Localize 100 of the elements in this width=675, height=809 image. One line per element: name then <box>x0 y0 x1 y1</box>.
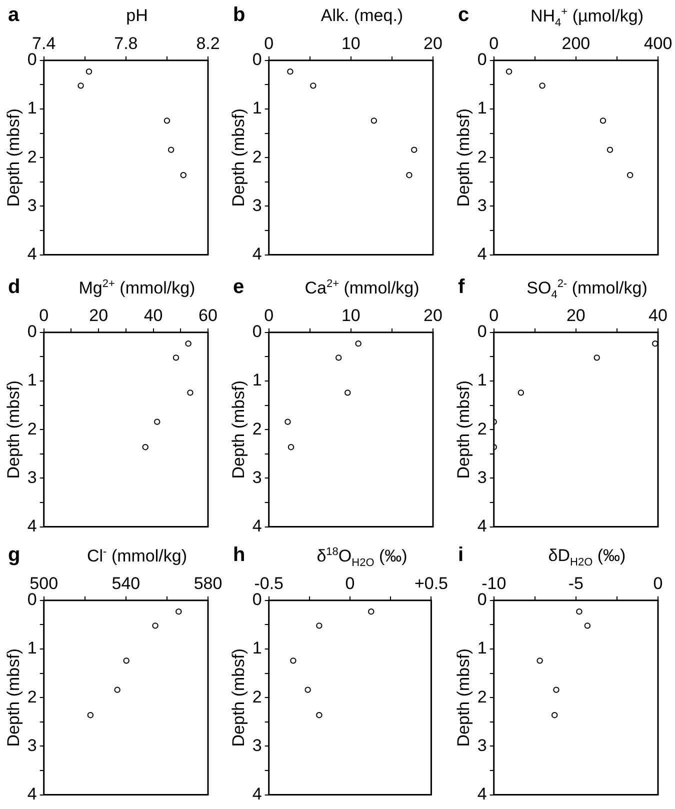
point <box>594 354 600 361</box>
y-tick-label: 4 <box>27 516 37 536</box>
point <box>406 172 412 178</box>
point <box>368 608 374 615</box>
x-axis-title: δ$^{18}$O$_{H2O}$ (‰) <box>316 546 408 570</box>
point <box>506 68 512 75</box>
y-tick-label: 4 <box>27 784 37 804</box>
x-tick-label: 0 <box>489 306 499 325</box>
x-tick-label: 7.4 <box>32 34 56 53</box>
x-tick-label: 400 <box>644 34 672 53</box>
x-tick-label: 0 <box>264 34 274 53</box>
x-tick-label: 60 <box>198 306 218 325</box>
y-tick-label: 0 <box>477 322 487 342</box>
y-axis-title: Depth (mbsf) <box>228 108 248 207</box>
point <box>154 418 160 425</box>
x-axis-title: NH$_{4}$$^{+}$ (µmol/kg) <box>529 6 645 30</box>
point <box>86 68 92 75</box>
x-tick-label: 500 <box>30 574 58 593</box>
chart-title: e <box>233 276 244 299</box>
point <box>310 82 316 89</box>
y-tick-label: 4 <box>477 244 487 264</box>
x-tick-label: 0 <box>489 34 499 53</box>
y-axis-title: Depth (mbsf) <box>454 380 473 479</box>
point <box>316 712 322 718</box>
x-axis-title: pH <box>125 6 149 26</box>
y-tick-label: 2 <box>252 147 262 166</box>
x-axis-title: Cl$^{-}$ (mmol/kg) <box>86 546 188 567</box>
chart-title: i <box>458 544 464 567</box>
y-axis-title: Depth (mbsf) <box>454 108 473 207</box>
chart-title: b <box>233 4 246 27</box>
y-tick-label: 4 <box>477 784 487 804</box>
y-tick-label: 2 <box>252 419 262 438</box>
x-tick-label: 0 <box>264 306 274 325</box>
point <box>287 68 294 75</box>
point <box>114 686 120 693</box>
x-tick-label: 20 <box>424 306 442 325</box>
y-tick-label: 2 <box>27 147 37 166</box>
y-axis-title: Depth (mbsf) <box>228 380 248 479</box>
y-tick-label: 2 <box>477 419 487 438</box>
y-tick-label: 0 <box>27 50 37 70</box>
point <box>123 658 130 664</box>
x-tick-label: -10 <box>482 574 506 593</box>
chart-title: f <box>458 276 465 299</box>
y-tick-label: 0 <box>252 322 262 342</box>
y-axis-title: Depth (mbsf) <box>4 108 23 207</box>
point <box>288 444 294 450</box>
y-axis-title: Depth (mbsf) <box>4 380 23 479</box>
x-tick-label: 40 <box>648 306 668 325</box>
point <box>539 82 546 89</box>
chart-title: a <box>8 4 20 27</box>
x-tick-label: 8.2 <box>196 34 220 53</box>
y-tick-label: 4 <box>252 244 262 264</box>
y-tick-label: 3 <box>27 468 37 487</box>
point <box>78 82 84 89</box>
point <box>551 712 558 718</box>
point <box>584 622 591 629</box>
y-tick-label: 2 <box>27 419 37 438</box>
x-axis-title: Mg$^{2+}$ (mmol/kg) <box>78 278 196 299</box>
chart-title: d <box>8 276 20 299</box>
y-tick-label: 3 <box>27 196 37 215</box>
x-tick-label: 200 <box>562 34 590 53</box>
x-tick-label: 580 <box>194 574 222 593</box>
y-tick-label: 3 <box>252 736 262 755</box>
x-tick-label: -0.5 <box>254 574 284 593</box>
y-axis-title: Depth (mbsf) <box>4 648 23 747</box>
y-tick-label: 0 <box>252 590 262 610</box>
y-axis-title: Depth (mbsf) <box>228 648 248 747</box>
point <box>344 390 351 396</box>
x-tick-label: 10 <box>341 306 360 325</box>
y-tick-label: 1 <box>252 638 262 658</box>
y-tick-label: 2 <box>477 147 487 166</box>
y-tick-label: 1 <box>477 98 487 118</box>
x-tick-label: 0 <box>653 574 663 593</box>
y-tick-label: 1 <box>27 370 37 390</box>
y-tick-label: 2 <box>477 687 487 706</box>
x-tick-label: 7.8 <box>114 34 138 53</box>
chart-title: c <box>458 4 470 27</box>
point <box>518 390 524 396</box>
y-tick-label: 2 <box>27 687 37 706</box>
point <box>185 340 192 347</box>
x-tick-label: 10 <box>341 34 360 53</box>
point <box>168 146 174 153</box>
point <box>606 146 614 153</box>
point <box>626 172 634 178</box>
x-tick-label: 40 <box>144 306 163 325</box>
chart-title: g <box>8 544 20 567</box>
point <box>87 712 94 718</box>
chart-title: h <box>233 544 246 567</box>
x-axis-title: Alk. (meq.) <box>320 6 404 26</box>
y-tick-label: 0 <box>27 322 37 342</box>
x-tick-label: 20 <box>89 306 108 325</box>
point <box>576 608 582 615</box>
y-tick-label: 3 <box>252 196 262 215</box>
point <box>370 118 378 124</box>
x-axis-title: Ca$^{2+}$ (mmol/kg) <box>304 278 420 299</box>
point <box>600 118 606 124</box>
point <box>142 444 148 450</box>
x-axis-title: SO$_{4}$$^{2-}$ (mmol/kg) <box>526 278 648 302</box>
point <box>316 622 322 629</box>
y-tick-label: 3 <box>252 468 262 487</box>
